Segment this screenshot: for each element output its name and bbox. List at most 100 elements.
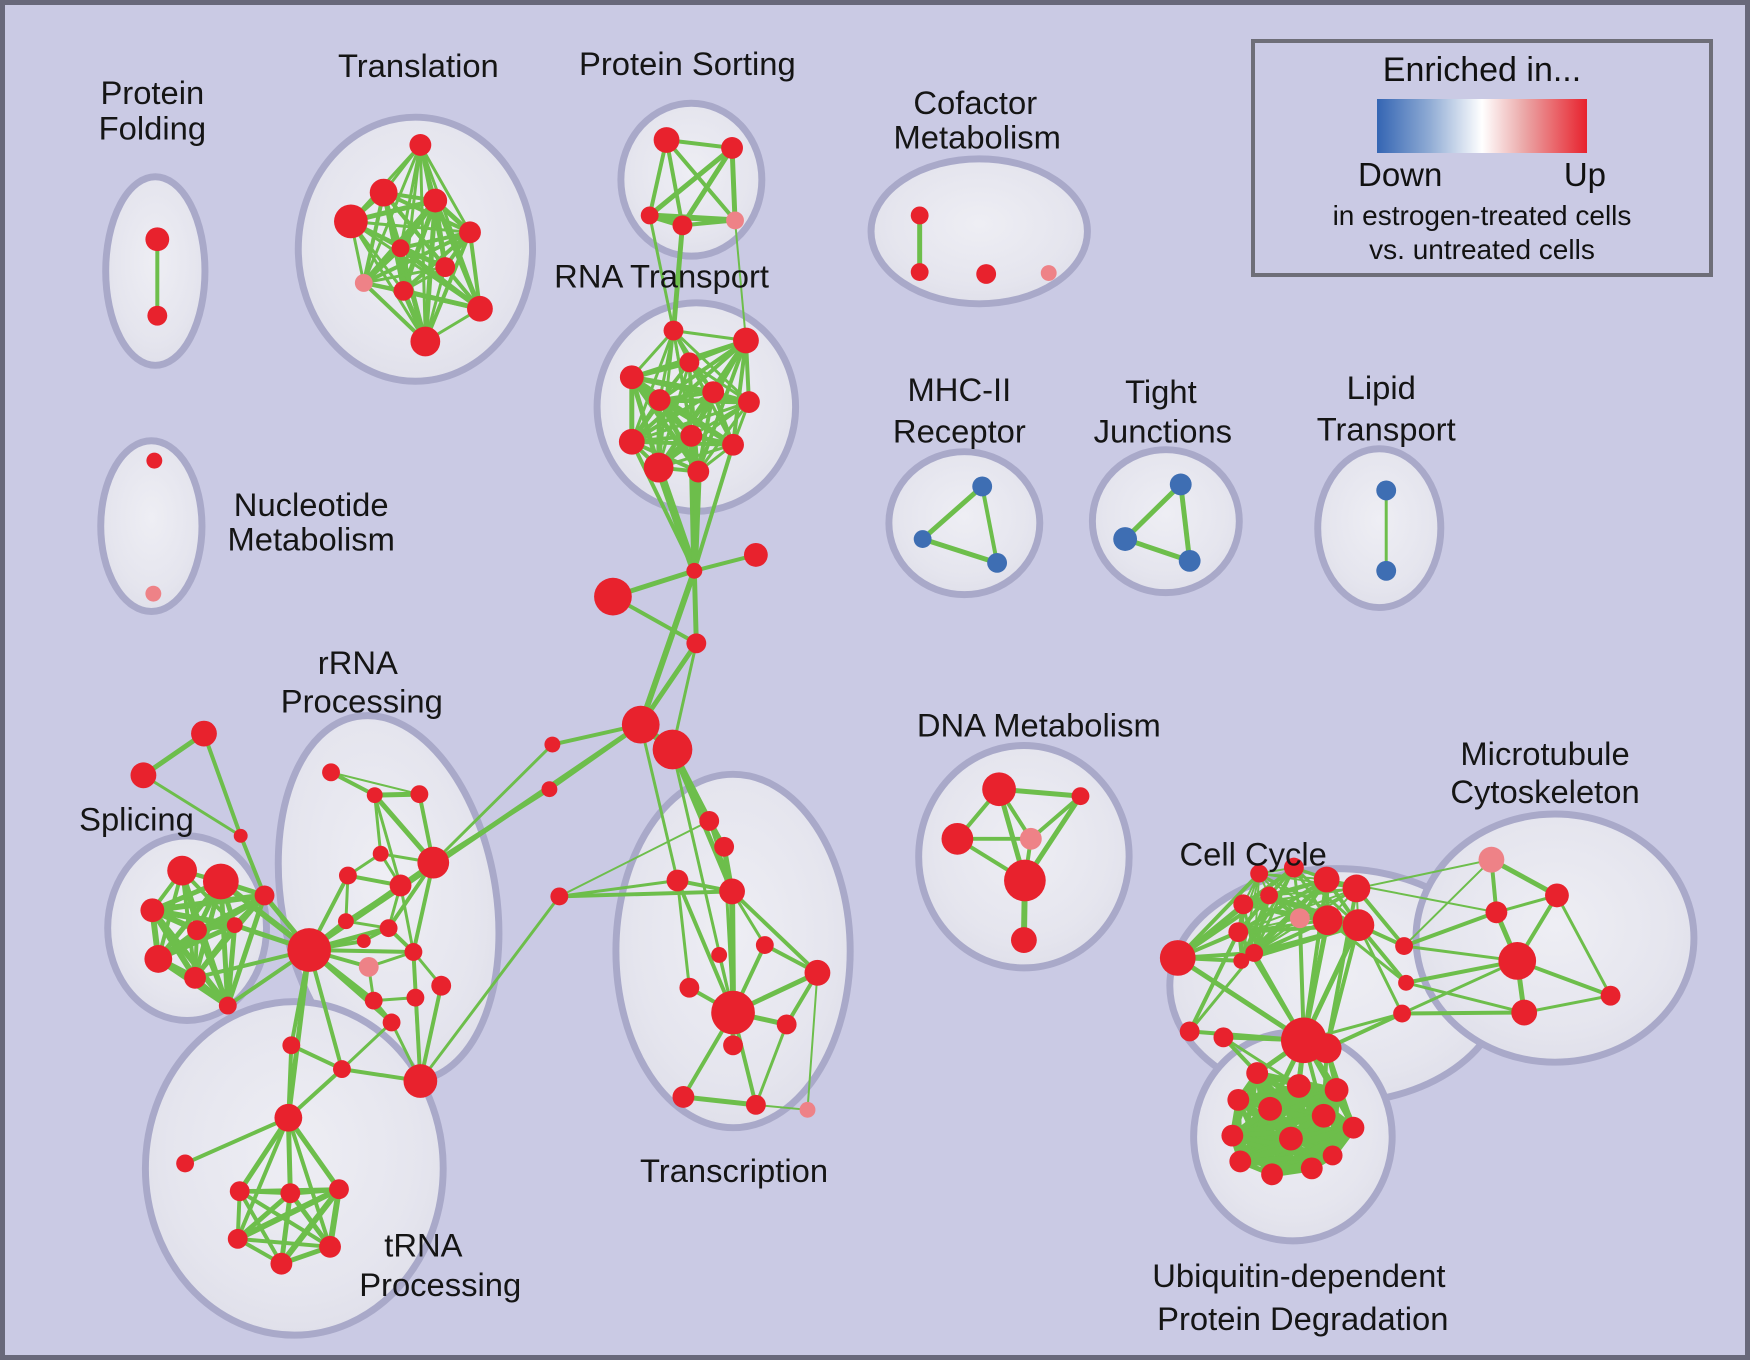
- graph-node-k2: [1283, 857, 1304, 878]
- graph-node-cf2: [910, 263, 929, 281]
- graph-node-ps4: [672, 215, 693, 236]
- graph-node-sp6: [144, 945, 173, 973]
- cluster-label-tight-junctions: Tight: [1125, 373, 1197, 410]
- graph-edge: [1404, 958, 1520, 985]
- graph-node-mt3: [1485, 901, 1508, 924]
- graph-node-nm1: [146, 452, 163, 469]
- graph-node-tx2: [714, 836, 735, 857]
- graph-node-dn1: [982, 772, 1016, 807]
- graph-node-tj2: [1113, 527, 1138, 551]
- graph-edge: [418, 894, 561, 1083]
- graph-edge: [639, 723, 679, 883]
- graph-edge: [278, 1186, 342, 1267]
- graph-edge: [557, 879, 679, 898]
- graph-node-tl1: [409, 134, 432, 156]
- cluster-label-lipid-transport: Transport: [1317, 410, 1456, 447]
- graph-node-rn3: [619, 365, 644, 390]
- graph-node-tr4: [280, 1183, 301, 1204]
- graph-node-br1: [1395, 937, 1414, 955]
- graph-node-st3: [233, 828, 248, 843]
- graph-edge: [687, 360, 751, 404]
- graph-edge: [373, 793, 403, 887]
- graph-node-tr6: [227, 1228, 248, 1249]
- graph-edge: [235, 1236, 333, 1249]
- graph-node-mt1: [1478, 846, 1505, 873]
- graph-edge: [1402, 944, 1519, 963]
- graph-node-tx3: [666, 869, 689, 892]
- graph-edge: [398, 230, 472, 251]
- cluster-ellipse-nucleotide-metabolism: [97, 437, 206, 615]
- graph-edge: [730, 889, 820, 975]
- graph-node-m2: [541, 781, 558, 798]
- cluster-ellipse-trna-processing: [141, 998, 447, 1339]
- graph-edge: [806, 971, 819, 1111]
- graph-node-k14: [1233, 952, 1250, 969]
- graph-node-sp9: [254, 885, 275, 906]
- cluster-ellipse-lipid-transport: [1314, 445, 1445, 612]
- graph-node-rrB: [366, 787, 383, 804]
- graph-node-tr5: [329, 1179, 349, 1200]
- legend-caption-line1: in estrogen-treated cells: [1332, 200, 1632, 231]
- graph-node-tl2: [369, 178, 398, 207]
- graph-edge: [920, 483, 985, 542]
- graph-edge: [235, 1115, 291, 1241]
- graph-edge: [238, 833, 267, 898]
- graph-edge: [373, 793, 383, 856]
- graph-node-uo: [1213, 1027, 1234, 1048]
- graph-node-ps1: [653, 127, 680, 153]
- graph-node-lt2: [1376, 560, 1397, 581]
- graph-edge: [340, 1020, 394, 1071]
- graph-node-ccs: [1179, 1021, 1200, 1042]
- graph-edge: [398, 245, 483, 312]
- graph-edge: [734, 219, 747, 342]
- graph-node-u8: [1279, 1126, 1303, 1151]
- graph-edge: [1187, 930, 1241, 1034]
- graph-edge: [664, 138, 685, 228]
- graph-edge: [1522, 994, 1613, 1015]
- cluster-label-protein-sorting: Protein Sorting: [579, 45, 796, 82]
- graph-edge: [920, 536, 1000, 566]
- graph-node-rn7: [738, 391, 760, 413]
- graph-edge: [1402, 910, 1499, 949]
- graph-node-rn6: [648, 389, 671, 411]
- graph-node-tx8: [804, 959, 831, 986]
- graph-edge: [657, 397, 736, 448]
- graph-edge: [731, 338, 748, 447]
- graph-node-rrJ: [356, 934, 371, 949]
- graph-node-u13: [1322, 1145, 1343, 1166]
- graph-node-ps2: [721, 137, 743, 159]
- graph-edge: [654, 463, 699, 575]
- graph-edge: [1355, 858, 1493, 890]
- graph-node-sp3: [140, 898, 165, 923]
- cluster-label-trna-processing: Processing: [359, 1266, 521, 1303]
- graph-node-u5: [1258, 1096, 1282, 1121]
- graph-node-sp7: [184, 966, 206, 989]
- graph-node-rrR: [282, 1036, 301, 1055]
- graph-node-u9: [1342, 1116, 1365, 1139]
- graph-node-rrH: [287, 928, 332, 972]
- legend-gradient-bar: [1377, 99, 1587, 153]
- graph-node-dn4: [1019, 827, 1042, 850]
- graph-node-rrT: [403, 1064, 438, 1098]
- cluster-label-lipid-transport: Lipid: [1347, 369, 1416, 406]
- graph-node-k5: [1233, 894, 1254, 915]
- graph-node-ps3: [640, 206, 659, 225]
- graph-edge: [349, 219, 472, 234]
- graph-edge: [690, 468, 702, 575]
- graph-edge: [285, 1115, 342, 1192]
- graph-edge: [234, 1186, 342, 1242]
- graph-node-cchub: [1159, 940, 1196, 976]
- graph-edge: [432, 198, 483, 312]
- graph-edge: [141, 773, 243, 838]
- graph-node-rrI: [337, 913, 354, 930]
- graph-edge: [286, 1115, 333, 1249]
- graph-edge: [195, 928, 230, 1008]
- graph-edge: [1555, 893, 1613, 998]
- graph-node-br3: [1393, 1004, 1412, 1023]
- graph-edge: [287, 1190, 333, 1250]
- graph-node-tx13: [745, 1094, 766, 1115]
- graph-node-u4: [1227, 1088, 1250, 1111]
- cluster-ellipse-cofactor-metabolism: [867, 155, 1091, 308]
- graph-node-u11: [1300, 1157, 1323, 1180]
- graph-node-rrM: [404, 943, 423, 961]
